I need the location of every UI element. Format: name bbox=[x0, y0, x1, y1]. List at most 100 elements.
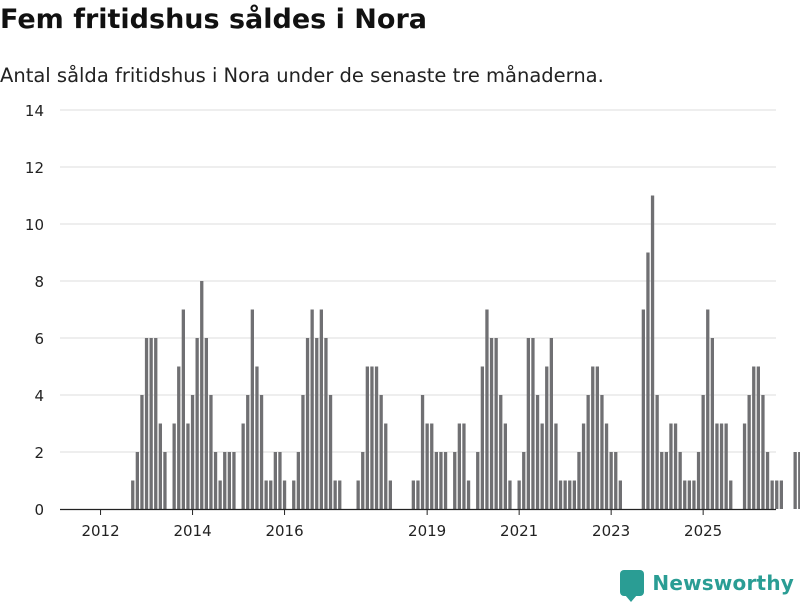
bar bbox=[140, 395, 144, 509]
bar bbox=[729, 480, 733, 509]
bar bbox=[752, 366, 756, 509]
bar bbox=[250, 309, 254, 509]
bar bbox=[365, 366, 369, 509]
y-tick-label: 4 bbox=[34, 387, 44, 405]
y-tick-label: 12 bbox=[25, 159, 44, 177]
bar bbox=[710, 338, 714, 509]
bar bbox=[388, 480, 392, 509]
bar bbox=[558, 480, 563, 509]
bar bbox=[305, 338, 310, 509]
bar bbox=[259, 395, 264, 509]
bar bbox=[453, 452, 457, 509]
bar bbox=[324, 338, 328, 509]
bar bbox=[614, 452, 618, 509]
brand-name: Newsworthy bbox=[652, 571, 794, 595]
bar bbox=[540, 423, 544, 509]
bar bbox=[572, 480, 576, 509]
bar bbox=[425, 423, 429, 509]
bar bbox=[719, 423, 724, 509]
bar bbox=[420, 395, 425, 509]
bar bbox=[374, 366, 379, 509]
bar bbox=[462, 423, 466, 509]
bar bbox=[186, 423, 190, 509]
bar bbox=[660, 452, 664, 509]
bar bbox=[292, 480, 296, 509]
bar bbox=[282, 480, 287, 509]
bar bbox=[218, 480, 222, 509]
bar bbox=[669, 423, 673, 509]
bar bbox=[549, 338, 553, 509]
bar bbox=[195, 338, 199, 509]
bar bbox=[430, 423, 434, 509]
bar bbox=[591, 366, 595, 509]
bar bbox=[328, 395, 333, 509]
bar bbox=[793, 452, 797, 509]
x-tick-label: 2021 bbox=[500, 522, 538, 540]
y-tick-label: 2 bbox=[34, 444, 44, 462]
y-tick-label: 6 bbox=[34, 330, 44, 348]
bar bbox=[255, 366, 259, 509]
bar bbox=[476, 452, 480, 509]
bar bbox=[338, 480, 342, 509]
x-tick-label: 2023 bbox=[592, 522, 630, 540]
bar bbox=[531, 338, 535, 509]
bar bbox=[223, 452, 227, 509]
bar bbox=[563, 480, 567, 509]
bar bbox=[687, 480, 691, 509]
bar bbox=[595, 366, 599, 509]
bar bbox=[650, 195, 655, 509]
bar bbox=[301, 395, 305, 509]
y-tick-label: 0 bbox=[34, 501, 44, 519]
bar bbox=[646, 252, 650, 509]
bar bbox=[241, 423, 245, 509]
bar bbox=[315, 338, 319, 509]
x-tick-label: 2019 bbox=[408, 522, 446, 540]
bar bbox=[200, 281, 204, 509]
x-axis: 2012 2014 2016 2019 2021 2023 2025 bbox=[60, 508, 776, 540]
bar bbox=[747, 395, 751, 509]
bar bbox=[683, 480, 687, 509]
bar bbox=[618, 480, 622, 509]
bar bbox=[269, 480, 273, 509]
bar bbox=[434, 452, 438, 509]
bar bbox=[370, 366, 374, 509]
y-tick-label: 10 bbox=[25, 216, 44, 234]
bar bbox=[181, 309, 185, 509]
bar bbox=[517, 480, 521, 509]
bar bbox=[356, 480, 360, 509]
bar bbox=[798, 452, 800, 509]
bar bbox=[770, 480, 774, 509]
bar bbox=[163, 452, 167, 509]
bar bbox=[761, 395, 765, 509]
x-tick-label: 2014 bbox=[173, 522, 211, 540]
x-tick-label: 2025 bbox=[684, 522, 722, 540]
bar bbox=[701, 395, 705, 509]
bar bbox=[158, 423, 162, 509]
bar bbox=[172, 423, 176, 509]
bar bbox=[756, 366, 760, 509]
bar bbox=[499, 395, 503, 509]
newsworthy-logo: Newsworthy bbox=[620, 570, 794, 602]
bar bbox=[466, 480, 471, 509]
bar bbox=[692, 480, 696, 509]
bar bbox=[775, 480, 779, 509]
bar bbox=[673, 423, 678, 509]
bar bbox=[586, 395, 590, 509]
bar bbox=[494, 338, 498, 509]
bar bbox=[641, 309, 645, 509]
bar bbox=[742, 423, 747, 509]
bar bbox=[379, 395, 383, 509]
bar bbox=[581, 423, 586, 509]
bar bbox=[724, 423, 728, 509]
bar bbox=[577, 452, 581, 509]
bar bbox=[333, 480, 337, 509]
bar bbox=[296, 452, 300, 509]
bar bbox=[526, 338, 530, 509]
newsworthy-logo-icon bbox=[620, 570, 645, 602]
bar bbox=[149, 338, 153, 509]
bar bbox=[246, 395, 250, 509]
bar bbox=[655, 395, 659, 509]
x-tick-label: 2012 bbox=[81, 522, 119, 540]
chart-title: Fem fritidshus såldes i Nora bbox=[0, 4, 427, 35]
bar bbox=[706, 309, 710, 509]
